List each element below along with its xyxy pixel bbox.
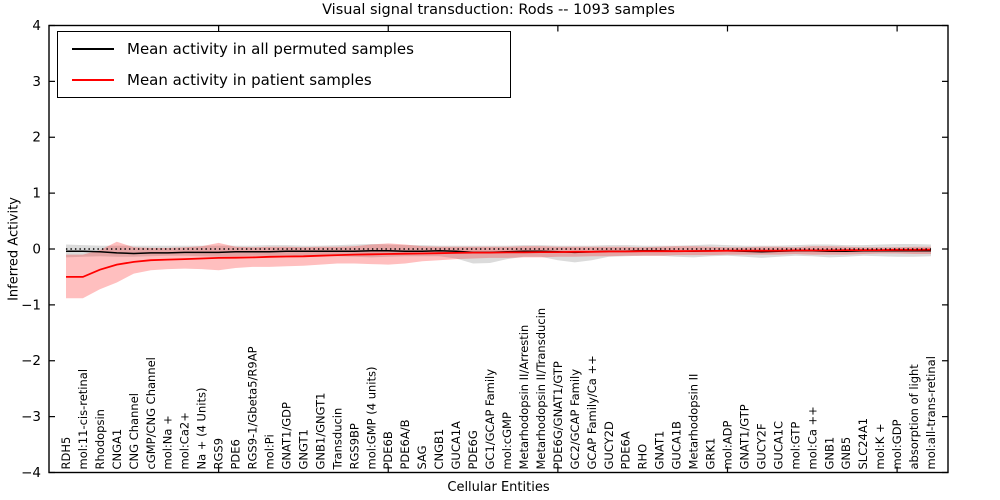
legend-label-patient: Mean activity in patient samples: [127, 71, 372, 89]
x-category-label: GCAP Family/Ca ++: [585, 355, 599, 469]
x-category-label: PDE6G/GNAT1/GTP: [551, 361, 565, 469]
x-category-label: RGS9: [212, 438, 226, 470]
x-category-label: RGS9-1/Gbeta5/R9AP: [246, 346, 260, 469]
x-category-label: cGMP/CNG Channel: [144, 357, 158, 469]
x-category-label: GUCA1A: [449, 421, 463, 470]
x-category-label: absorption of light: [907, 364, 921, 470]
chart-title: Visual signal transduction: Rods -- 1093…: [322, 2, 675, 18]
x-category-label: GNAT1/GDP: [280, 402, 294, 469]
x-category-label: mol:11-cis-retinal: [76, 369, 90, 470]
x-category-label: CNG Channel: [127, 393, 141, 469]
y-tick-label: −2: [21, 353, 41, 369]
x-category-label: GC1/GCAP Family: [483, 369, 497, 470]
x-category-label: mol:K +: [873, 423, 887, 469]
x-category-label: mol:cGMP: [500, 412, 514, 469]
x-category-label: PDE6A: [619, 431, 633, 469]
x-category-label: GNB5: [839, 437, 853, 470]
y-tick-label: 4: [32, 18, 41, 34]
x-category-label: CNGA1: [110, 429, 124, 470]
x-category-label: mol:Ca2+: [178, 412, 192, 469]
y-tick-label: 1: [32, 186, 41, 202]
x-category-label: GNB1/GNGT1: [313, 393, 327, 470]
x-category-label: GNGT1: [296, 429, 310, 469]
x-category-label: SLC24A1: [856, 418, 870, 470]
x-category-label: Metarhodopsin II/Arrestin: [517, 325, 531, 470]
x-category-label: Na + (4 Units): [195, 388, 209, 470]
x-category-label: RGS9BP: [347, 423, 361, 469]
y-tick-label: 2: [32, 130, 41, 146]
x-category-label: GUCY2F: [754, 423, 768, 469]
legend-label-permuted: Mean activity in all permuted samples: [127, 40, 414, 58]
x-category-label: SAG: [415, 445, 429, 469]
permuted-line-swatch: [72, 48, 114, 50]
x-category-label: Rhodopsin: [93, 409, 107, 469]
x-category-label: mol:Na +: [161, 415, 175, 469]
y-tick-label: 3: [32, 74, 41, 90]
x-category-label: GNAT1: [653, 431, 667, 470]
x-category-label: mol:Pi: [263, 434, 277, 469]
patient-mean-line: [66, 248, 932, 278]
x-category-label: Metarhodopsin II: [687, 374, 701, 470]
legend-entry-patient: Mean activity in patient samples: [58, 66, 510, 94]
patient-line-swatch: [72, 79, 114, 81]
x-category-label: PDE6A/B: [398, 419, 412, 469]
x-category-label: mol:ADP: [721, 420, 735, 469]
y-tick-label: −1: [21, 297, 41, 313]
x-category-label: GNAT1/GTP: [738, 404, 752, 469]
x-category-label: Transducin: [330, 408, 344, 471]
x-category-label: PDE6B: [381, 431, 395, 469]
x-category-label: GRK1: [704, 438, 718, 470]
x-category-label: RDH5: [59, 437, 73, 470]
x-category-label: GUCA1C: [771, 421, 785, 470]
x-category-label: mol:Ca ++: [805, 406, 819, 469]
x-category-label: PDE6G: [466, 430, 480, 469]
y-tick-label: −3: [21, 409, 41, 425]
x-category-label: CNGB1: [432, 429, 446, 470]
legend-entry-permuted: Mean activity in all permuted samples: [58, 35, 510, 63]
y-tick-label: −4: [21, 465, 41, 481]
y-axis-label: Inferred Activity: [6, 197, 22, 301]
x-category-label: mol:all-trans-retinal: [924, 356, 938, 469]
x-category-label: GUCA1B: [670, 421, 684, 470]
x-category-label: mol:GTP: [788, 422, 802, 470]
x-category-label: GUCY2D: [602, 421, 616, 469]
x-axis-label: Cellular Entities: [447, 480, 550, 495]
x-category-label: Metarhodopsin II/Transducin: [534, 308, 548, 470]
x-category-label: GNB1: [822, 437, 836, 470]
x-category-label: mol:GDP: [890, 419, 904, 469]
x-category-label: PDE6: [229, 439, 243, 469]
y-tick-label: 0: [32, 241, 41, 257]
x-category-label: mol:GMP (4 units): [364, 367, 378, 470]
x-category-label: GC2/GCAP Family: [568, 369, 582, 470]
legend: Mean activity in all permuted samples Me…: [57, 31, 511, 98]
x-category-label: RHO: [636, 444, 650, 470]
